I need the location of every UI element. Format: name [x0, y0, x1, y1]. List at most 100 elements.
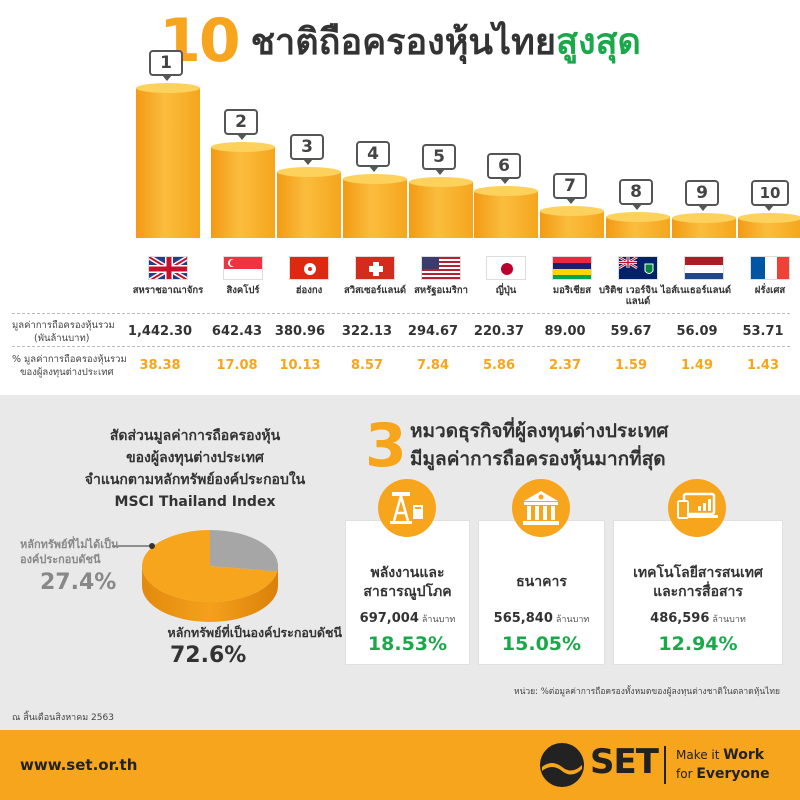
set-logo-icon [540, 743, 584, 787]
bar [211, 147, 275, 238]
pct-cell: 8.57 [350, 358, 384, 373]
bar-cap [211, 142, 275, 153]
rank-badge: 6 [487, 153, 521, 185]
footer: www.set.or.th SET Make it Work for Every… [0, 730, 800, 800]
value-cell: 220.37 [473, 324, 525, 339]
bar [474, 191, 538, 238]
bar-group: 9 เนเธอร์แลนด์ [672, 60, 736, 315]
pie-label-index: หลักทรัพย์ที่เป็นองค์ประกอบดัชนี [167, 625, 342, 640]
page-title: 10 ชาติถือครองหุ้นไทยสูงสุด [0, 6, 800, 76]
value-cell: 380.96 [274, 324, 326, 339]
sector-name: เทคโนโลยีสารสนเทศ และการสื่อสาร [633, 565, 763, 600]
pie-slice-non-index [210, 530, 278, 572]
bar-group: 7 มอริเชียส [540, 60, 604, 315]
devices-icon [668, 479, 726, 537]
value-cell: 1,442.30 [127, 324, 193, 339]
sector-amount: 565,840 ล้านบาท [493, 611, 590, 626]
rank-badge: 10 [751, 180, 789, 212]
divider [12, 346, 790, 347]
pct-cell: 5.86 [482, 358, 516, 373]
bar-cap [540, 206, 604, 217]
flag-japan-icon [486, 256, 526, 280]
country-label: สิงคโปร์ [226, 285, 260, 296]
rank-badge: 1 [149, 50, 183, 81]
country-label: สวิสเซอร์แลนด์ [343, 285, 407, 296]
pct-cell: 38.38 [139, 358, 181, 373]
bar-cap [738, 213, 800, 224]
rank-badge: 4 [356, 140, 390, 172]
value-cell: 89.00 [544, 324, 586, 339]
sector-card-ict: เทคโนโลยีสารสนเทศ และการสื่อสาร 486,596 ล… [613, 520, 783, 665]
value-cell: 56.09 [676, 324, 718, 339]
bar-cap [409, 176, 473, 187]
date-note: ณ สิ้นเดือนสิงหาคม 2563 [12, 713, 114, 723]
bar-group: 5 สหรัฐอเมริกา [409, 60, 473, 315]
sector-pct: 15.05% [501, 633, 582, 655]
value-cell: 59.67 [610, 324, 652, 339]
bank-icon [512, 479, 570, 537]
unit-note: หน่วย: %ต่อมูลค่าการถือครองทั้งหมดของผู้… [513, 687, 780, 697]
sector-name: พลังงานและ สาธารณูปโภค [363, 565, 452, 600]
sector-amount: 697,004 ล้านบาท [359, 611, 456, 626]
bar-group: 1 สหราชอาณาจักร [133, 50, 203, 315]
bar [738, 218, 800, 238]
rank-badge: 9 [685, 179, 719, 211]
bar-cap [343, 173, 407, 184]
sector-title: หมวดธุรกิจที่ผู้ลงทุนต่างประเทศ มีมูลค่า… [410, 420, 669, 470]
pie-side [142, 566, 278, 622]
country-label: สหราชอาณาจักร [132, 285, 204, 296]
bar-cap [474, 186, 538, 197]
country-label: บริติช เวอร์จิน ไอส์แลนด์ [598, 285, 678, 307]
country-label: สหรัฐอเมริกา [414, 285, 468, 296]
pie-pct-non-index: 27.4% [40, 570, 117, 595]
flag-netherlands-icon [684, 256, 724, 280]
pie-pct-index: 72.6% [170, 643, 247, 668]
pct-cell: 10.13 [279, 358, 321, 373]
rank-badge: 3 [290, 134, 324, 166]
rank-badge: 5 [422, 143, 456, 175]
bar-cap [136, 83, 200, 93]
footer-url-link[interactable]: www.set.or.th [20, 756, 138, 774]
sector-pct: 12.94% [658, 633, 738, 655]
rank-badge: 8 [619, 179, 653, 211]
flag-switzerland-icon [355, 256, 395, 280]
value-cell: 294.67 [407, 324, 459, 339]
bar-cap [672, 212, 736, 223]
flag-hongkong-icon [289, 256, 329, 280]
bar [409, 181, 473, 238]
bar [672, 217, 736, 238]
sector-number: 3 [365, 411, 407, 481]
bar-group: 10 ฝรั่งเศส [738, 60, 800, 315]
divider [12, 313, 790, 314]
country-label: ฝรั่งเศส [754, 285, 786, 296]
title-highlight: สูงสุด [555, 21, 641, 63]
pie-label-non-index: หลักทรัพย์ที่ไม่ได้เป็น องค์ประกอบดัชนี [20, 538, 119, 566]
flag-usa-icon [421, 256, 461, 280]
pie-chart [142, 530, 278, 622]
flag-mauritius-icon [552, 256, 592, 280]
sector-amount: 486,596 ล้านบาท [650, 611, 746, 626]
pct-cell: 1.43 [746, 358, 780, 373]
bar-group: 4 สวิสเซอร์แลนด์ [343, 60, 407, 315]
pct-cell: 17.08 [216, 358, 258, 373]
bar-group: 6 ญี่ปุ่น [474, 60, 538, 315]
bar-cap [606, 212, 670, 223]
sector-card-bank: ธนาคาร 565,840 ล้านบาท 15.05% [478, 520, 605, 665]
pie-leader-lines [112, 543, 155, 549]
sector-pct: 18.53% [367, 633, 448, 655]
flag-singapore-icon [223, 256, 263, 280]
rank-badge: 7 [553, 173, 587, 205]
flag-uk-icon [148, 256, 188, 280]
sector-name: ธนาคาร [516, 574, 567, 590]
pct-cell: 7.84 [416, 358, 450, 373]
pie-slice-index [142, 530, 278, 602]
bar-group: 8 บริติช เวอร์จิน ไอส์แลนด์ [599, 60, 677, 315]
bar-cap [277, 167, 341, 178]
oil-pump-icon [378, 479, 436, 537]
value-cell: 322.13 [341, 324, 393, 339]
country-label: ญี่ปุ่น [495, 285, 517, 296]
pct-cell: 1.59 [614, 358, 648, 373]
bar [343, 178, 407, 238]
bar-chart: 1 สหราชอาณาจักร 2 สิงคโปร์ 3 ฮ่องกง 4 สวิสเซอร์… [0, 50, 800, 315]
bar [277, 172, 341, 238]
